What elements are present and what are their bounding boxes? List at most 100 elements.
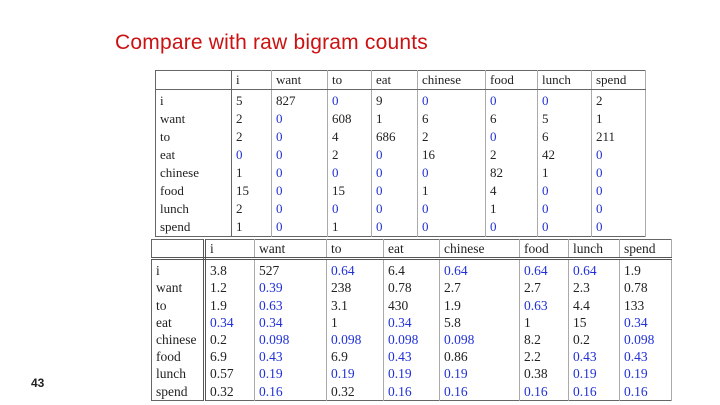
table-cell: 133 bbox=[619, 296, 672, 314]
table-row: i 5 827 0 9 0 0 0 2 bbox=[155, 89, 646, 110]
table-cell: 2.2 bbox=[519, 348, 569, 366]
column-header: lunch bbox=[537, 70, 592, 90]
table-cell: 15 bbox=[568, 313, 620, 332]
table-cell: 0 bbox=[371, 200, 418, 218]
header-corner-cell bbox=[155, 70, 232, 90]
table-cell: 2.7 bbox=[519, 279, 569, 297]
table-cell: 0.16 bbox=[439, 382, 520, 401]
row-label: food bbox=[151, 348, 206, 366]
table-row: eat 0 0 2 0 16 2 42 0 bbox=[155, 146, 646, 164]
column-header: chinese bbox=[439, 239, 520, 261]
table-cell: 1.9 bbox=[204, 296, 255, 314]
table-cell: 0.19 bbox=[254, 365, 327, 383]
column-header: i bbox=[231, 70, 272, 90]
table-cell: 0 bbox=[591, 218, 646, 237]
table-cell: 0 bbox=[371, 164, 418, 182]
table-row: i 3.8 527 0.64 6.4 0.64 0.64 0.64 1.9 bbox=[151, 258, 672, 280]
table-cell: 0 bbox=[371, 218, 418, 237]
table-cell: 0 bbox=[537, 182, 592, 200]
row-label: food bbox=[155, 182, 232, 200]
table-cell: 0 bbox=[271, 128, 328, 146]
row-label: to bbox=[155, 128, 232, 146]
table-cell: 0.19 bbox=[439, 365, 520, 383]
table-cell: 608 bbox=[327, 110, 372, 128]
table-cell: 2 bbox=[485, 146, 538, 164]
row-label: lunch bbox=[151, 365, 206, 383]
table-cell: 2.7 bbox=[439, 279, 520, 297]
table-cell: 4 bbox=[485, 182, 538, 200]
table-cell: 0 bbox=[485, 89, 538, 110]
table-cell: 0 bbox=[417, 89, 486, 110]
smoothed-counts-table: i want to eat chinese food lunch spend i 3.8 527 0.… bbox=[151, 239, 672, 401]
table-row: spend 1 0 1 0 0 0 0 0 bbox=[155, 218, 646, 237]
column-header: spend bbox=[591, 70, 646, 90]
table-row: want 1.2 0.39 238 0.78 2.7 2.7 2.3 0.78 bbox=[151, 279, 672, 297]
table-cell: 1 bbox=[231, 164, 272, 182]
table-cell: 0.78 bbox=[619, 279, 672, 297]
table-cell: 1 bbox=[417, 182, 486, 200]
table-cell: 6 bbox=[537, 128, 592, 146]
table-cell: 0.38 bbox=[519, 365, 569, 383]
table-cell: 0.19 bbox=[383, 365, 440, 383]
table-cell: 0.63 bbox=[519, 296, 569, 314]
table-cell: 0.16 bbox=[519, 382, 569, 401]
table-cell: 2 bbox=[591, 89, 646, 110]
table-cell: 16 bbox=[417, 146, 486, 164]
table-cell: 3.8 bbox=[204, 258, 255, 280]
table-cell: 0 bbox=[537, 89, 592, 110]
header-corner-cell bbox=[151, 239, 206, 261]
table-cell: 0.098 bbox=[254, 331, 327, 349]
row-label: chinese bbox=[151, 331, 206, 349]
column-header: eat bbox=[383, 239, 440, 261]
table-cell: 0.43 bbox=[383, 348, 440, 366]
table-header-row: i want to eat chinese food lunch spend bbox=[155, 70, 646, 90]
table-cell: 0.34 bbox=[619, 313, 672, 332]
table-cell: 0.34 bbox=[254, 313, 327, 332]
table-cell: 238 bbox=[326, 279, 384, 297]
table-cell: 0 bbox=[485, 218, 538, 237]
row-label: eat bbox=[151, 313, 206, 332]
table-cell: 1 bbox=[327, 218, 372, 237]
column-header: food bbox=[485, 70, 538, 90]
table-cell: 0 bbox=[271, 164, 328, 182]
table-cell: 0 bbox=[271, 200, 328, 218]
table-cell: 4.4 bbox=[568, 296, 620, 314]
column-header: i bbox=[204, 239, 255, 261]
raw-counts-table: i want to eat chinese food lunch spend i 5 827 0 9 0 0… bbox=[155, 70, 646, 237]
table-row: lunch 2 0 0 0 0 1 0 0 bbox=[155, 200, 646, 218]
table-cell: 0.32 bbox=[204, 382, 255, 401]
table-cell: 6.4 bbox=[383, 258, 440, 280]
table-cell: 1 bbox=[519, 313, 569, 332]
table-cell: 1.9 bbox=[439, 296, 520, 314]
table-cell: 0.19 bbox=[568, 365, 620, 383]
table-cell: 0.34 bbox=[383, 313, 440, 332]
column-header: chinese bbox=[417, 70, 486, 90]
table-cell: 0.43 bbox=[619, 348, 672, 366]
table-cell: 4 bbox=[327, 128, 372, 146]
table-row: food 6.9 0.43 6.9 0.43 0.86 2.2 0.43 0.43 bbox=[151, 348, 672, 366]
table-cell: 2 bbox=[417, 128, 486, 146]
table-row: to 2 0 4 686 2 0 6 211 bbox=[155, 128, 646, 146]
table-cell: 430 bbox=[383, 296, 440, 314]
table-cell: 0 bbox=[485, 128, 538, 146]
table-cell: 0.16 bbox=[619, 382, 672, 401]
table-cell: 8.2 bbox=[519, 331, 569, 349]
table-cell: 1 bbox=[591, 110, 646, 128]
table-cell: 0.098 bbox=[439, 331, 520, 349]
table-cell: 15 bbox=[327, 182, 372, 200]
table-row: eat 0.34 0.34 1 0.34 5.8 1 15 0.34 bbox=[151, 313, 672, 332]
column-header: want bbox=[271, 70, 328, 90]
table-cell: 1.2 bbox=[204, 279, 255, 297]
table-cell: 6.9 bbox=[204, 348, 255, 366]
table-cell: 0 bbox=[591, 182, 646, 200]
table-cell: 0.39 bbox=[254, 279, 327, 297]
row-label: want bbox=[155, 110, 232, 128]
table-cell: 827 bbox=[271, 89, 328, 110]
table-cell: 5.8 bbox=[439, 313, 520, 332]
slide-title: Compare with raw bigram counts bbox=[115, 31, 428, 54]
table-row: chinese 1 0 0 0 0 82 1 0 bbox=[155, 164, 646, 182]
row-label: chinese bbox=[155, 164, 232, 182]
table-row: spend 0.32 0.16 0.32 0.16 0.16 0.16 0.16 0.16 bbox=[151, 382, 672, 401]
table-row: to 1.9 0.63 3.1 430 1.9 0.63 4.4 133 bbox=[151, 296, 672, 314]
table-cell: 0 bbox=[271, 218, 328, 237]
